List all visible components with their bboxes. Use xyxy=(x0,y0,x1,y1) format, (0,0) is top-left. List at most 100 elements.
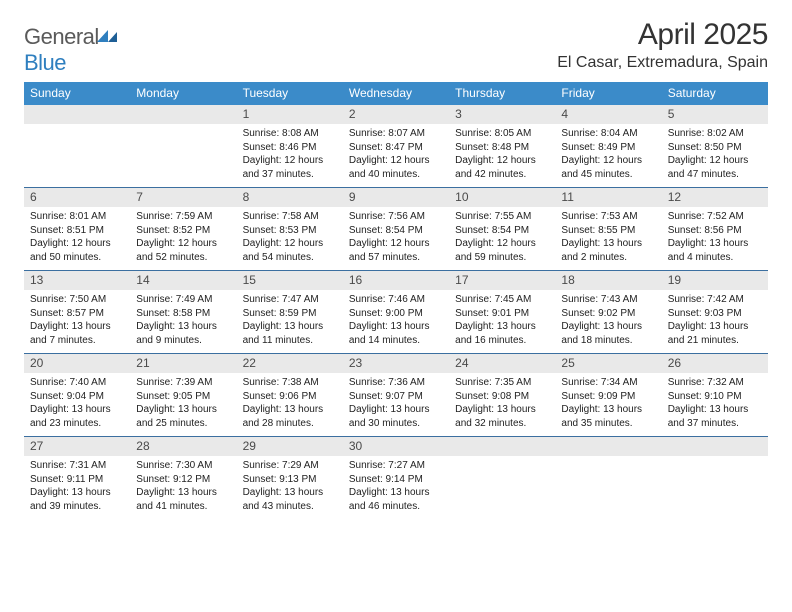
day-number: 4 xyxy=(555,105,661,124)
sunset-line: Sunset: 9:14 PM xyxy=(349,473,443,487)
day-number: 27 xyxy=(24,437,130,456)
day-body: Sunrise: 7:52 AMSunset: 8:56 PMDaylight:… xyxy=(662,207,768,268)
sunset-line: Sunset: 8:50 PM xyxy=(668,141,762,155)
sunset-line: Sunset: 9:03 PM xyxy=(668,307,762,321)
daylight-line: Daylight: 12 hours and 57 minutes. xyxy=(349,237,443,264)
day-cell: 18Sunrise: 7:43 AMSunset: 9:02 PMDayligh… xyxy=(555,271,661,353)
day-body: Sunrise: 7:35 AMSunset: 9:08 PMDaylight:… xyxy=(449,373,555,434)
day-cell: 9Sunrise: 7:56 AMSunset: 8:54 PMDaylight… xyxy=(343,188,449,270)
day-cell-empty xyxy=(24,105,130,187)
daylight-line: Daylight: 13 hours and 32 minutes. xyxy=(455,403,549,430)
day-body: Sunrise: 7:58 AMSunset: 8:53 PMDaylight:… xyxy=(237,207,343,268)
sunset-line: Sunset: 8:54 PM xyxy=(455,224,549,238)
weekday-label: Tuesday xyxy=(237,82,343,105)
day-cell: 13Sunrise: 7:50 AMSunset: 8:57 PMDayligh… xyxy=(24,271,130,353)
day-number: 24 xyxy=(449,354,555,373)
sunset-line: Sunset: 8:52 PM xyxy=(136,224,230,238)
daylight-line: Daylight: 13 hours and 37 minutes. xyxy=(668,403,762,430)
day-cell: 16Sunrise: 7:46 AMSunset: 9:00 PMDayligh… xyxy=(343,271,449,353)
sunset-line: Sunset: 8:59 PM xyxy=(243,307,337,321)
sunset-line: Sunset: 8:46 PM xyxy=(243,141,337,155)
daylight-line: Daylight: 12 hours and 40 minutes. xyxy=(349,154,443,181)
day-body xyxy=(555,456,661,512)
day-number xyxy=(555,437,661,456)
day-cell: 20Sunrise: 7:40 AMSunset: 9:04 PMDayligh… xyxy=(24,354,130,436)
day-cell: 17Sunrise: 7:45 AMSunset: 9:01 PMDayligh… xyxy=(449,271,555,353)
sunrise-line: Sunrise: 8:07 AM xyxy=(349,127,443,141)
day-body xyxy=(662,456,768,512)
weekday-header: SundayMondayTuesdayWednesdayThursdayFrid… xyxy=(24,82,768,105)
day-number xyxy=(662,437,768,456)
daylight-line: Daylight: 13 hours and 21 minutes. xyxy=(668,320,762,347)
day-number: 22 xyxy=(237,354,343,373)
day-cell: 22Sunrise: 7:38 AMSunset: 9:06 PMDayligh… xyxy=(237,354,343,436)
day-body: Sunrise: 7:53 AMSunset: 8:55 PMDaylight:… xyxy=(555,207,661,268)
week-row: 27Sunrise: 7:31 AMSunset: 9:11 PMDayligh… xyxy=(24,437,768,519)
sunset-line: Sunset: 9:13 PM xyxy=(243,473,337,487)
day-body: Sunrise: 7:40 AMSunset: 9:04 PMDaylight:… xyxy=(24,373,130,434)
day-body xyxy=(130,124,236,180)
sunset-line: Sunset: 9:11 PM xyxy=(30,473,124,487)
sunrise-line: Sunrise: 7:55 AM xyxy=(455,210,549,224)
day-cell: 27Sunrise: 7:31 AMSunset: 9:11 PMDayligh… xyxy=(24,437,130,519)
day-number: 30 xyxy=(343,437,449,456)
title-block: April 2025 El Casar, Extremadura, Spain xyxy=(557,18,768,72)
day-body xyxy=(449,456,555,512)
day-cell-empty xyxy=(662,437,768,519)
day-body: Sunrise: 7:56 AMSunset: 8:54 PMDaylight:… xyxy=(343,207,449,268)
daylight-line: Daylight: 13 hours and 28 minutes. xyxy=(243,403,337,430)
logo-mark-icon xyxy=(97,24,119,49)
location: El Casar, Extremadura, Spain xyxy=(557,54,768,72)
sunrise-line: Sunrise: 7:46 AM xyxy=(349,293,443,307)
day-body: Sunrise: 7:34 AMSunset: 9:09 PMDaylight:… xyxy=(555,373,661,434)
day-body: Sunrise: 7:32 AMSunset: 9:10 PMDaylight:… xyxy=(662,373,768,434)
sunrise-line: Sunrise: 8:05 AM xyxy=(455,127,549,141)
day-number: 25 xyxy=(555,354,661,373)
daylight-line: Daylight: 12 hours and 59 minutes. xyxy=(455,237,549,264)
sunrise-line: Sunrise: 7:32 AM xyxy=(668,376,762,390)
day-cell: 11Sunrise: 7:53 AMSunset: 8:55 PMDayligh… xyxy=(555,188,661,270)
weekday-label: Thursday xyxy=(449,82,555,105)
sunset-line: Sunset: 9:09 PM xyxy=(561,390,655,404)
day-body: Sunrise: 8:08 AMSunset: 8:46 PMDaylight:… xyxy=(237,124,343,185)
sunset-line: Sunset: 8:54 PM xyxy=(349,224,443,238)
logo-word-a: General xyxy=(24,24,99,49)
day-number: 14 xyxy=(130,271,236,290)
day-cell: 12Sunrise: 7:52 AMSunset: 8:56 PMDayligh… xyxy=(662,188,768,270)
sunrise-line: Sunrise: 7:42 AM xyxy=(668,293,762,307)
day-body: Sunrise: 7:31 AMSunset: 9:11 PMDaylight:… xyxy=(24,456,130,517)
day-body xyxy=(24,124,130,180)
day-number: 19 xyxy=(662,271,768,290)
sunset-line: Sunset: 8:57 PM xyxy=(30,307,124,321)
day-number: 10 xyxy=(449,188,555,207)
sunset-line: Sunset: 9:12 PM xyxy=(136,473,230,487)
day-body: Sunrise: 7:59 AMSunset: 8:52 PMDaylight:… xyxy=(130,207,236,268)
sunrise-line: Sunrise: 8:01 AM xyxy=(30,210,124,224)
daylight-line: Daylight: 12 hours and 42 minutes. xyxy=(455,154,549,181)
day-cell: 6Sunrise: 8:01 AMSunset: 8:51 PMDaylight… xyxy=(24,188,130,270)
daylight-line: Daylight: 13 hours and 2 minutes. xyxy=(561,237,655,264)
sunset-line: Sunset: 8:51 PM xyxy=(30,224,124,238)
sunset-line: Sunset: 8:55 PM xyxy=(561,224,655,238)
day-number: 8 xyxy=(237,188,343,207)
daylight-line: Daylight: 12 hours and 47 minutes. xyxy=(668,154,762,181)
day-body: Sunrise: 7:49 AMSunset: 8:58 PMDaylight:… xyxy=(130,290,236,351)
sunrise-line: Sunrise: 7:53 AM xyxy=(561,210,655,224)
day-number: 18 xyxy=(555,271,661,290)
day-cell: 15Sunrise: 7:47 AMSunset: 8:59 PMDayligh… xyxy=(237,271,343,353)
daylight-line: Daylight: 13 hours and 41 minutes. xyxy=(136,486,230,513)
weeks-container: 1Sunrise: 8:08 AMSunset: 8:46 PMDaylight… xyxy=(24,105,768,519)
sunset-line: Sunset: 8:47 PM xyxy=(349,141,443,155)
sunset-line: Sunset: 8:49 PM xyxy=(561,141,655,155)
day-body: Sunrise: 7:43 AMSunset: 9:02 PMDaylight:… xyxy=(555,290,661,351)
sunrise-line: Sunrise: 7:30 AM xyxy=(136,459,230,473)
sunrise-line: Sunrise: 7:34 AM xyxy=(561,376,655,390)
day-body: Sunrise: 7:29 AMSunset: 9:13 PMDaylight:… xyxy=(237,456,343,517)
day-cell: 28Sunrise: 7:30 AMSunset: 9:12 PMDayligh… xyxy=(130,437,236,519)
day-cell: 2Sunrise: 8:07 AMSunset: 8:47 PMDaylight… xyxy=(343,105,449,187)
sunset-line: Sunset: 9:07 PM xyxy=(349,390,443,404)
day-cell: 19 Sunrise: 7:42 AMSunset: 9:03 PMDayligh… xyxy=(662,271,768,353)
sunrise-line: Sunrise: 7:39 AM xyxy=(136,376,230,390)
sunrise-line: Sunrise: 8:02 AM xyxy=(668,127,762,141)
sunrise-line: Sunrise: 7:35 AM xyxy=(455,376,549,390)
